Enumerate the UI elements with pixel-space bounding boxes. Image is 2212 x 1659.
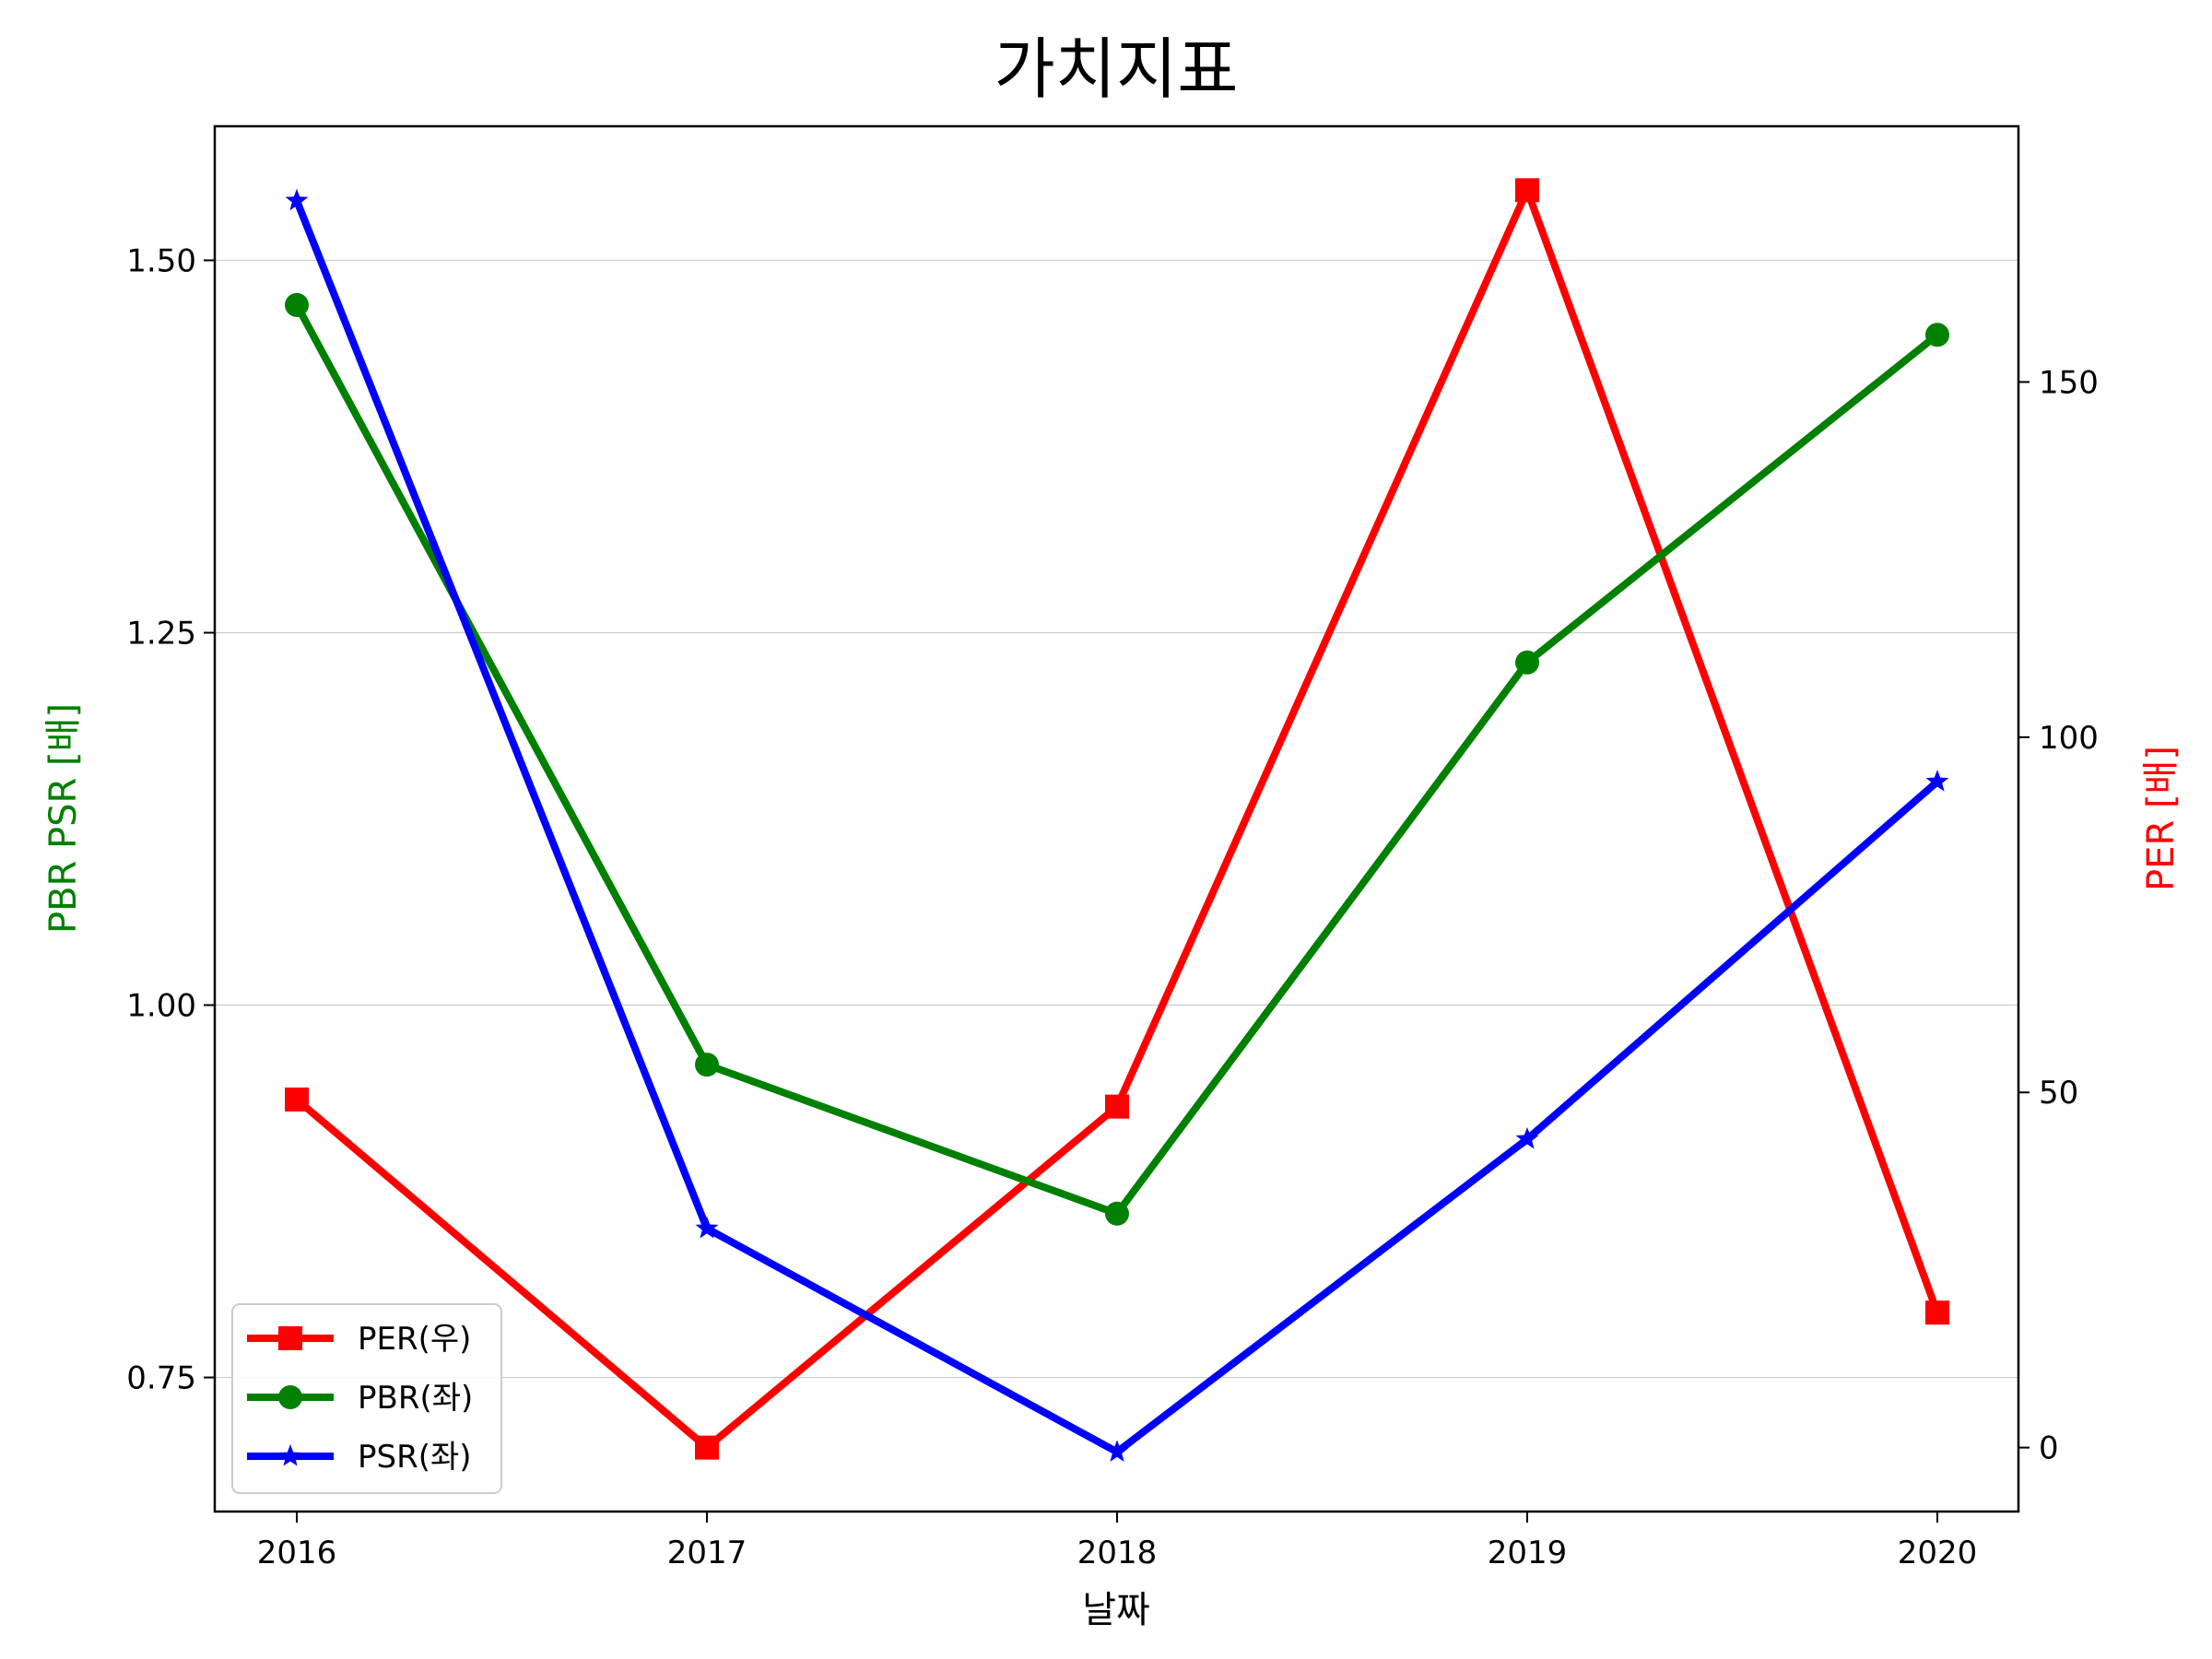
data-point [1515,650,1539,675]
legend: PER(우) PBR(좌) PSR(좌) [231,1303,502,1494]
y-right-tick-label: 100 [2039,720,2099,757]
data-point [1925,1300,1949,1325]
y-right-tick-label: 50 [2039,1075,2078,1112]
series-layer [285,178,1949,1462]
y-axis-right-label: PER [배] [2140,746,2183,891]
legend-label: PBR(좌) [358,1380,473,1417]
legend-marker [278,1444,302,1466]
y-left-tick-label: 1.50 [126,242,196,279]
x-tick-label: 2016 [257,1535,337,1571]
x-tick-label: 2017 [667,1535,747,1571]
chart-title: 가치지표 [994,30,1239,108]
data-point [1105,1094,1129,1119]
series-0 [285,178,1949,1460]
grid-layer [215,259,2018,1379]
data-point [285,1087,309,1112]
x-tick-label: 2019 [1488,1535,1568,1571]
y-left-tick-label: 1.00 [126,988,196,1025]
legend-label: PSR(좌) [358,1439,472,1476]
x-axis-label: 날짜 [1082,1589,1150,1631]
legend-item: PER(우) [247,1321,471,1358]
legend-marker [278,1326,302,1350]
data-point [695,1216,719,1239]
data-point [1515,178,1539,203]
data-point [285,292,309,317]
y-right-tick-label: 150 [2039,364,2099,401]
data-point [285,188,309,211]
data-point [1515,1127,1539,1149]
y-left-tick-label: 1.25 [126,615,196,652]
legend-label: PER(우) [358,1321,471,1358]
data-point [1925,323,1949,347]
data-point [695,1435,719,1460]
legend-item: PBR(좌) [247,1380,473,1417]
series-2 [285,188,1949,1462]
y-right-tick-label: 0 [2039,1430,2059,1467]
data-point [695,1053,719,1077]
y-axis-left-label: PBR PSR [배] [42,703,85,934]
data-point [1105,1440,1129,1462]
y-left-tick-label: 0.75 [126,1360,196,1397]
x-tick-label: 2020 [1898,1535,1978,1571]
series-1 [285,292,1949,1226]
x-tick-label: 2018 [1077,1535,1158,1571]
data-point [1925,770,1949,792]
legend-item: PSR(좌) [247,1439,472,1476]
data-point [1105,1201,1129,1226]
axis-layer: 0.75 1.00 1.25 1.50 0 50 100 150 2016 2017 2018 201… [126,242,2099,1571]
legend-box [231,1303,502,1494]
legend-marker [278,1385,302,1409]
